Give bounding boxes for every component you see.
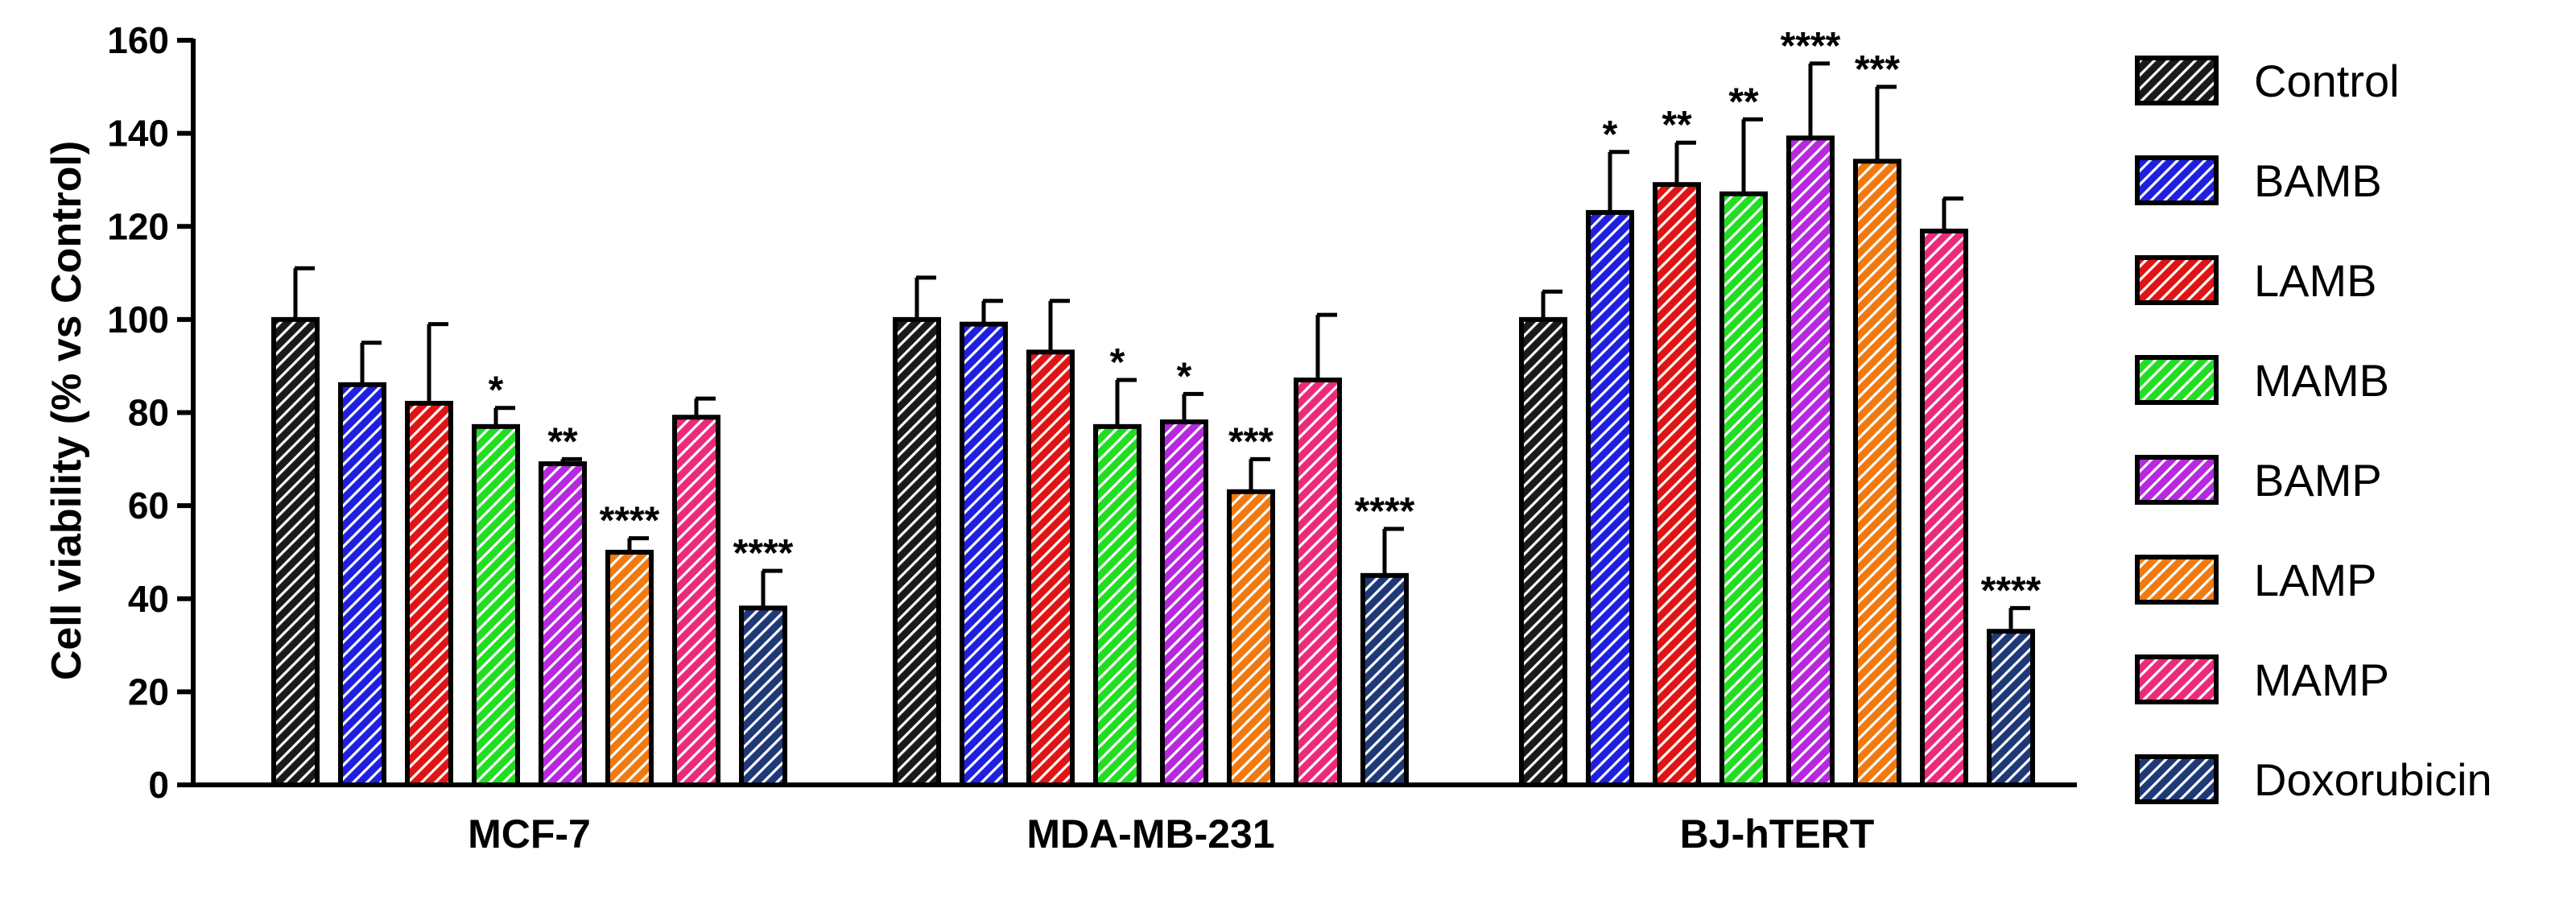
bar-mamp-mda-mb-231 <box>1294 378 1342 787</box>
y-tick-label: 80 <box>128 392 169 434</box>
significance-bamp-mcf-7: ** <box>547 420 578 463</box>
bar-mamp-bj-htert <box>1920 229 1968 787</box>
significance-lamp-bj-htert: *** <box>1855 48 1900 91</box>
y-tick-label: 60 <box>128 485 169 526</box>
legend-label-mamb: MAMB <box>2254 355 2389 406</box>
y-tick-label: 160 <box>107 19 169 61</box>
legend-label-bamb: BAMB <box>2254 155 2382 206</box>
y-tick-label: 20 <box>128 671 169 712</box>
x-category-label: BJ-hTERT <box>1680 811 1875 857</box>
significance-lamb-bj-htert: ** <box>1662 104 1692 147</box>
bar-lamp-mda-mb-231 <box>1227 489 1275 787</box>
bar-mamb-bj-htert <box>1719 191 1768 787</box>
x-category-label: MCF-7 <box>468 811 591 857</box>
bar-mamb-mda-mb-231 <box>1093 423 1141 787</box>
y-axis-title: Cell viability (% vs Control) <box>43 141 90 680</box>
bar-lamb-mda-mb-231 <box>1026 349 1075 787</box>
y-tick-label: 100 <box>107 299 169 341</box>
significance-bamp-mda-mb-231: * <box>1177 355 1192 398</box>
bar-control-mda-mb-231 <box>893 316 941 787</box>
legend-label-lamp: LAMP <box>2254 555 2377 605</box>
legend-swatch-mamp <box>2135 654 2219 704</box>
y-tick-label: 120 <box>107 205 169 247</box>
bar-lamp-bj-htert <box>1853 159 1901 787</box>
significance-mamb-mcf-7: * <box>489 369 504 412</box>
legend-label-doxorubicin: Doxorubicin <box>2254 754 2492 805</box>
bar-bamp-bj-htert <box>1786 135 1835 787</box>
significance-doxorubicin-mda-mb-231: **** <box>1355 490 1415 533</box>
legend-label-lamb: LAMB <box>2254 255 2377 306</box>
significance-doxorubicin-mcf-7: **** <box>733 532 794 575</box>
significance-lamp-mcf-7: **** <box>600 500 660 543</box>
bar-mamp-mcf-7 <box>672 415 720 787</box>
legend-swatch-lamp <box>2135 555 2219 605</box>
bar-doxorubicin-mcf-7 <box>739 605 787 787</box>
bar-bamb-mda-mb-231 <box>960 321 1008 787</box>
bar-bamp-mda-mb-231 <box>1160 419 1208 787</box>
significance-mamb-mda-mb-231: * <box>1110 341 1125 384</box>
bar-bamb-bj-htert <box>1586 209 1634 787</box>
significance-bamp-bj-htert: **** <box>1781 25 1841 68</box>
bar-bamp-mcf-7 <box>539 461 587 787</box>
bar-doxorubicin-bj-htert <box>1987 629 2035 787</box>
bar-control-bj-htert <box>1519 316 1567 787</box>
bar-lamb-bj-htert <box>1653 182 1701 787</box>
legend-swatch-mamb <box>2135 355 2219 405</box>
significance-doxorubicin-bj-htert: **** <box>1981 569 2041 612</box>
legend-swatch-lamb <box>2135 255 2219 305</box>
significance-lamp-mda-mb-231: *** <box>1228 420 1274 463</box>
legend-label-bamp: BAMP <box>2254 455 2382 506</box>
significance-bamb-bj-htert: * <box>1603 114 1618 156</box>
bar-mamb-mcf-7 <box>472 423 520 787</box>
legend-swatch-bamb <box>2135 155 2219 205</box>
bar-lamp-mcf-7 <box>605 549 654 787</box>
significance-mamb-bj-htert: ** <box>1728 81 1759 123</box>
bar-bamb-mcf-7 <box>338 382 386 787</box>
bar-lamb-mcf-7 <box>405 400 453 787</box>
bar-control-mcf-7 <box>271 316 320 787</box>
y-tick-label: 0 <box>148 764 169 806</box>
legend-swatch-bamp <box>2135 455 2219 505</box>
y-tick-label: 140 <box>107 113 169 155</box>
legend-swatch-doxorubicin <box>2135 754 2219 804</box>
bar-doxorubicin-mda-mb-231 <box>1360 572 1409 787</box>
legend-label-control: Control <box>2254 56 2400 106</box>
y-tick-label: 40 <box>128 578 169 620</box>
legend-swatch-control <box>2135 56 2219 105</box>
legend-label-mamp: MAMP <box>2254 654 2389 705</box>
x-category-label: MDA-MB-231 <box>1026 811 1274 857</box>
